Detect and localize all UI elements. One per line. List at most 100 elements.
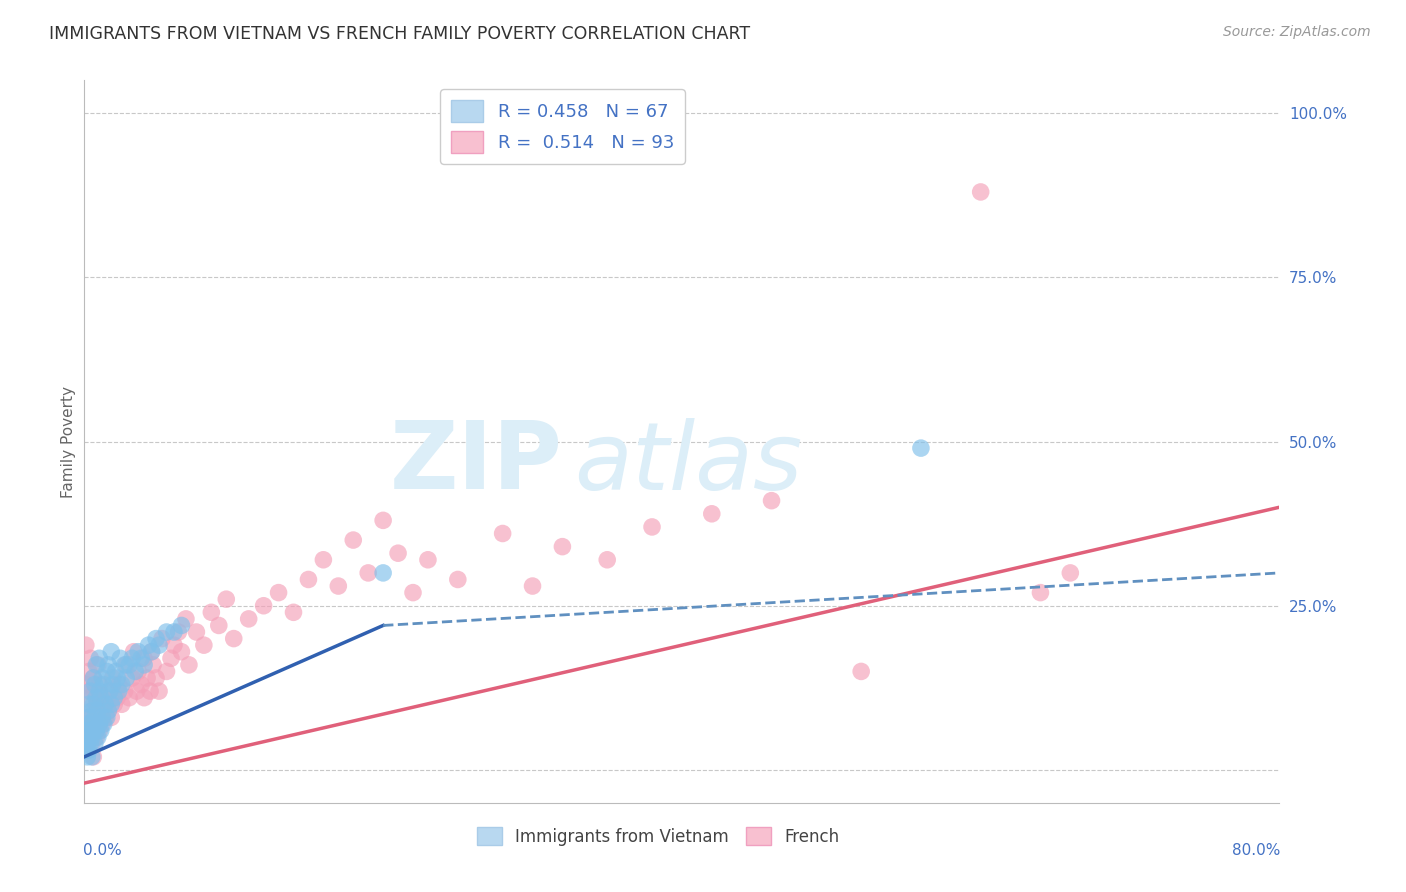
Point bbox=[114, 657, 136, 672]
Point bbox=[79, 723, 101, 738]
Point bbox=[110, 651, 132, 665]
Point bbox=[103, 690, 125, 705]
Point bbox=[136, 671, 159, 685]
Point bbox=[86, 657, 108, 672]
Point bbox=[82, 698, 104, 712]
Point bbox=[851, 665, 873, 679]
Point bbox=[87, 704, 110, 718]
Point bbox=[121, 651, 143, 665]
Point bbox=[155, 625, 177, 640]
Point bbox=[700, 507, 723, 521]
Point bbox=[79, 717, 101, 731]
Point bbox=[83, 677, 105, 691]
Point bbox=[107, 677, 129, 691]
Point bbox=[87, 657, 110, 672]
Point bbox=[89, 723, 111, 738]
Point bbox=[76, 743, 98, 757]
Point bbox=[125, 684, 148, 698]
Point bbox=[761, 493, 783, 508]
Point bbox=[76, 749, 98, 764]
Point bbox=[373, 566, 395, 580]
Point bbox=[83, 723, 105, 738]
Point bbox=[283, 605, 305, 619]
Text: 80.0%: 80.0% bbox=[1232, 843, 1281, 857]
Point bbox=[122, 645, 145, 659]
Point bbox=[90, 704, 112, 718]
Point bbox=[98, 684, 121, 698]
Point bbox=[145, 632, 167, 646]
Point bbox=[148, 638, 170, 652]
Point bbox=[447, 573, 470, 587]
Point bbox=[142, 657, 165, 672]
Point bbox=[83, 737, 105, 751]
Point bbox=[82, 671, 104, 685]
Point bbox=[96, 710, 118, 724]
Point bbox=[150, 632, 173, 646]
Legend: Immigrants from Vietnam, French: Immigrants from Vietnam, French bbox=[470, 821, 846, 852]
Point bbox=[82, 723, 104, 738]
Point bbox=[76, 717, 98, 731]
Point bbox=[297, 573, 319, 587]
Point bbox=[416, 553, 439, 567]
Point bbox=[910, 441, 932, 455]
Point bbox=[132, 651, 156, 665]
Point bbox=[167, 625, 190, 640]
Point bbox=[174, 612, 197, 626]
Point bbox=[100, 698, 122, 712]
Point bbox=[93, 677, 115, 691]
Point bbox=[138, 638, 160, 652]
Point bbox=[104, 665, 127, 679]
Point bbox=[160, 651, 183, 665]
Text: ZIP: ZIP bbox=[389, 417, 562, 509]
Point bbox=[641, 520, 664, 534]
Point bbox=[132, 657, 156, 672]
Point bbox=[90, 723, 112, 738]
Point bbox=[80, 737, 103, 751]
Point bbox=[87, 730, 110, 744]
Point bbox=[79, 737, 101, 751]
Point bbox=[97, 657, 120, 672]
Point bbox=[124, 665, 146, 679]
Point bbox=[87, 710, 110, 724]
Point bbox=[141, 645, 163, 659]
Point bbox=[253, 599, 276, 613]
Point bbox=[86, 730, 108, 744]
Point bbox=[89, 677, 111, 691]
Point bbox=[238, 612, 260, 626]
Point bbox=[77, 710, 100, 724]
Y-axis label: Family Poverty: Family Poverty bbox=[60, 385, 76, 498]
Point bbox=[77, 730, 100, 744]
Point bbox=[93, 717, 115, 731]
Point bbox=[129, 677, 152, 691]
Point bbox=[97, 704, 120, 718]
Point bbox=[402, 585, 425, 599]
Point bbox=[107, 684, 129, 698]
Point bbox=[127, 665, 149, 679]
Point bbox=[141, 645, 163, 659]
Point bbox=[127, 645, 149, 659]
Point bbox=[145, 671, 167, 685]
Point bbox=[129, 651, 152, 665]
Point bbox=[551, 540, 574, 554]
Point bbox=[170, 645, 193, 659]
Point bbox=[103, 698, 125, 712]
Point bbox=[75, 638, 97, 652]
Point bbox=[111, 677, 134, 691]
Point bbox=[105, 690, 128, 705]
Point bbox=[94, 710, 117, 724]
Point bbox=[118, 690, 141, 705]
Point bbox=[86, 690, 108, 705]
Point bbox=[342, 533, 364, 547]
Point bbox=[82, 717, 104, 731]
Point bbox=[98, 684, 121, 698]
Point bbox=[522, 579, 544, 593]
Point bbox=[96, 665, 118, 679]
Point bbox=[83, 684, 105, 698]
Point bbox=[357, 566, 380, 580]
Point bbox=[83, 710, 105, 724]
Point bbox=[115, 657, 138, 672]
Point bbox=[77, 710, 100, 724]
Point bbox=[93, 690, 115, 705]
Point bbox=[132, 690, 156, 705]
Point bbox=[148, 684, 170, 698]
